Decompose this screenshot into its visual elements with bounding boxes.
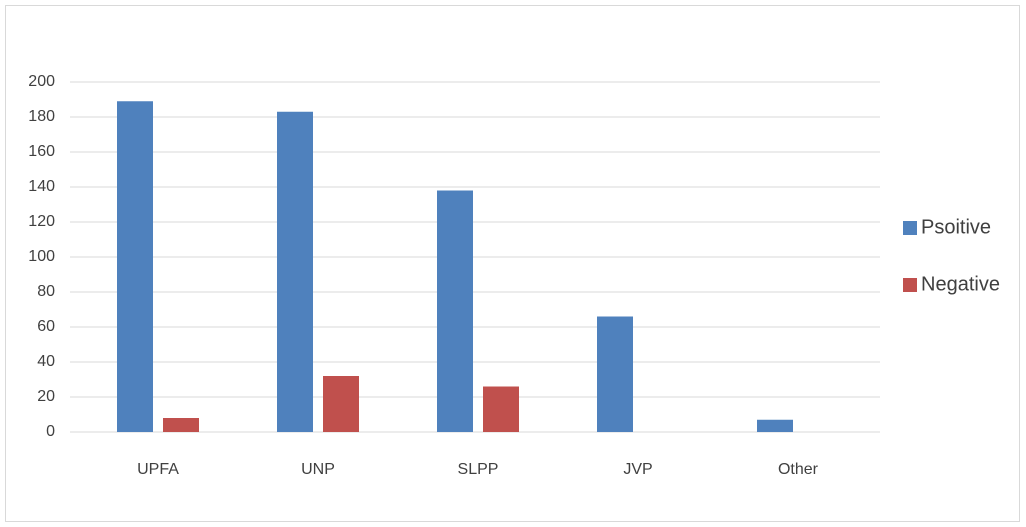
y-tick-label: 180 [28,108,55,125]
bar [163,418,199,432]
y-tick-label: 40 [37,353,55,370]
legend-swatch [903,221,917,235]
legend-swatch [903,278,917,292]
x-tick-label: SLPP [458,461,499,478]
y-tick-label: 20 [37,388,55,405]
y-tick-label: 120 [28,213,55,230]
x-tick-label: UPFA [137,461,179,478]
y-tick-label: 160 [28,143,55,160]
bar [757,419,793,432]
y-tick-label: 140 [28,178,55,195]
x-tick-label: JVP [623,461,652,478]
y-tick-label: 200 [28,73,55,90]
x-tick-label: Other [778,461,819,478]
bar [277,111,313,432]
chart-border [5,5,1020,522]
bar [483,386,519,432]
legend-label: Psoitive [921,216,991,238]
bar [437,190,473,432]
y-tick-label: 60 [37,318,55,335]
bar [323,376,359,432]
x-tick-label: UNP [301,461,335,478]
y-tick-label: 0 [46,423,55,440]
y-tick-label: 100 [28,248,55,265]
legend-label: Negative [921,273,1000,295]
bar [597,316,633,432]
y-tick-label: 80 [37,283,55,300]
bar [117,101,153,432]
